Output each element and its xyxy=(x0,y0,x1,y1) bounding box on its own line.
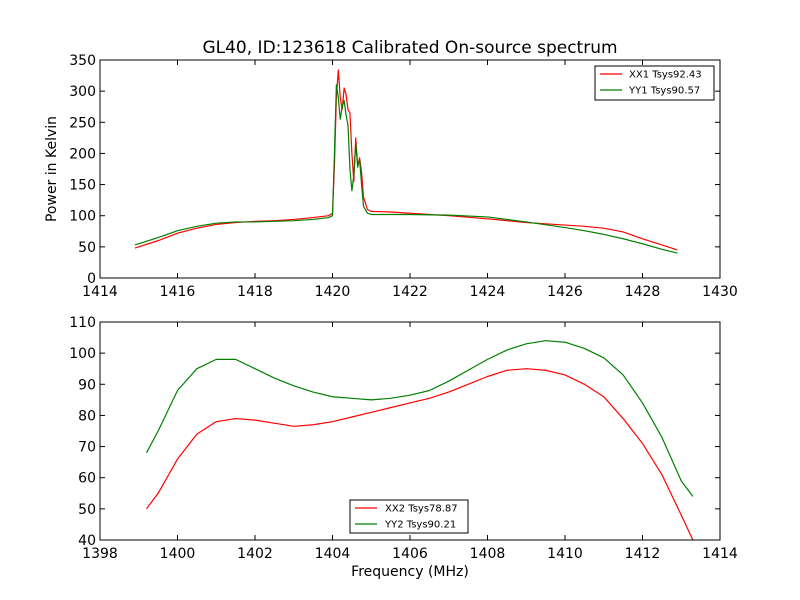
bottom-y-tick-label: 60 xyxy=(78,471,96,487)
bottom-x-tick-label: 1402 xyxy=(237,546,273,562)
legend-label-xx1: XX1 Tsys92.43 xyxy=(629,70,702,81)
bottom-x-tick-label: 1406 xyxy=(392,546,428,562)
series-line-yy2 xyxy=(145,340,694,497)
top-y-tick-label: 350 xyxy=(69,53,96,69)
bottom-y-tick-label: 50 xyxy=(78,502,96,518)
top-x-tick-label: 1422 xyxy=(392,284,428,300)
series-line-yy1 xyxy=(134,84,678,254)
top-y-tick-label: 200 xyxy=(69,146,96,162)
top-y-tick-label: 300 xyxy=(69,84,96,100)
top-plot-frame xyxy=(99,59,721,279)
bottom-panel: Frequency (MHz) 1398 1400 1402 1404 1406 1408… xyxy=(69,315,738,580)
top-y-tick-label: 250 xyxy=(69,115,96,131)
top-axis-ticks: 1414 1416 1418 1420 1422 1424 1426 1428 1430 0 50 1… xyxy=(69,53,738,300)
top-y-tick-label: 50 xyxy=(78,240,96,256)
top-x-tick-label: 1428 xyxy=(625,284,661,300)
bottom-plot-frame xyxy=(99,321,721,541)
bottom-y-tick-label: 70 xyxy=(78,440,96,456)
top-y-axis-label: Power in Kelvin xyxy=(44,116,60,222)
bottom-y-tick-label: 80 xyxy=(78,408,96,424)
bottom-x-tick-label: 1410 xyxy=(547,546,583,562)
bottom-x-tick-label: 1398 xyxy=(82,546,118,562)
top-x-tick-label: 1416 xyxy=(160,284,196,300)
top-x-tick-label: 1430 xyxy=(702,284,738,300)
bottom-x-axis-label: Frequency (MHz) xyxy=(351,564,469,580)
top-x-tick-label: 1418 xyxy=(237,284,273,300)
bottom-x-tick-label: 1408 xyxy=(470,546,506,562)
top-y-tick-label: 150 xyxy=(69,178,96,194)
bottom-legend: XX2 Tsys78.87 YY2 Tsys90.21 xyxy=(349,499,469,534)
legend-label-yy2: YY2 Tsys90.21 xyxy=(384,520,456,531)
series-line-xx2 xyxy=(146,368,694,541)
bottom-series-lines xyxy=(145,340,694,541)
bottom-legend-box xyxy=(349,499,469,534)
bottom-x-tick-label: 1400 xyxy=(160,546,196,562)
bottom-y-tick-label: 40 xyxy=(78,533,96,549)
top-y-tick-label: 0 xyxy=(87,271,96,287)
top-panel: GL40, ID:123618 Calibrated On-source spe… xyxy=(44,38,738,300)
bottom-x-tick-label: 1404 xyxy=(315,546,351,562)
top-x-tick-label: 1424 xyxy=(470,284,506,300)
bottom-y-tick-label: 90 xyxy=(78,377,96,393)
top-x-tick-label: 1426 xyxy=(547,284,583,300)
legend-label-xx2: XX2 Tsys78.87 xyxy=(385,504,458,515)
top-legend-box xyxy=(594,65,715,101)
bottom-y-tick-label: 110 xyxy=(69,315,96,331)
legend-label-yy1: YY1 Tsys90.57 xyxy=(628,86,700,97)
top-x-tick-label: 1414 xyxy=(82,284,118,300)
top-x-tick-label: 1420 xyxy=(315,284,351,300)
top-legend: XX1 Tsys92.43 YY1 Tsys90.57 xyxy=(594,65,715,101)
bottom-x-tick-label: 1412 xyxy=(625,546,661,562)
chart-title: GL40, ID:123618 Calibrated On-source spe… xyxy=(202,38,617,58)
top-series-lines xyxy=(134,69,678,254)
bottom-y-tick-label: 100 xyxy=(69,346,96,362)
bottom-x-tick-label: 1414 xyxy=(702,546,738,562)
top-y-tick-label: 100 xyxy=(69,209,96,225)
bottom-axis-ticks: 1398 1400 1402 1404 1406 1408 1410 1412 1414 40 50… xyxy=(69,315,738,562)
